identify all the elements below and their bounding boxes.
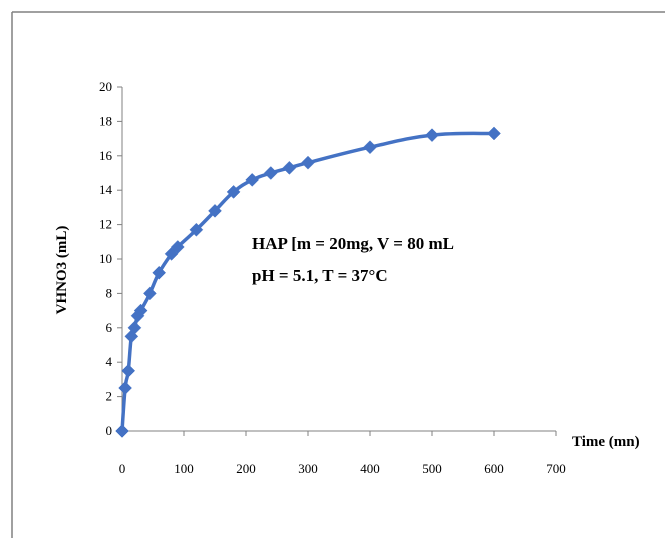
data-point-marker — [226, 185, 241, 199]
data-point-marker — [282, 160, 297, 175]
data-point-marker — [425, 128, 439, 143]
data-point-marker — [127, 320, 142, 335]
y-tick-label: 18 — [99, 113, 112, 128]
data-point-marker — [133, 303, 148, 318]
y-tick-label: 2 — [106, 389, 113, 404]
x-tick-label: 300 — [298, 461, 318, 476]
y-tick-label: 14 — [99, 182, 113, 197]
y-tick-label: 0 — [106, 423, 113, 438]
data-point-marker — [152, 265, 167, 280]
y-tick-label: 8 — [106, 285, 113, 300]
data-point-marker — [189, 222, 204, 237]
data-point-marker — [208, 203, 222, 218]
data-point-marker — [115, 424, 129, 438]
data-point-marker — [263, 166, 278, 180]
x-tick-label: 200 — [236, 461, 256, 476]
x-tick-label: 0 — [119, 461, 126, 476]
data-point-marker — [301, 155, 315, 170]
data-point-marker — [245, 173, 260, 187]
series-layer — [115, 126, 501, 438]
data-point-marker — [487, 126, 501, 141]
data-point-marker — [121, 363, 136, 378]
y-tick-label: 6 — [106, 320, 113, 335]
y-tick-label: 10 — [99, 251, 112, 266]
x-axis-title: Time (mn) — [572, 434, 640, 450]
x-tick-label: 400 — [360, 461, 380, 476]
y-tick-label: 12 — [99, 217, 112, 232]
data-point-marker — [363, 140, 377, 155]
data-point-marker — [143, 286, 157, 301]
data-point-marker — [170, 240, 185, 254]
y-tick-label: 20 — [99, 79, 112, 94]
x-tick-label: 700 — [546, 461, 566, 476]
y-axis-title: VHNO3 (mL) — [54, 226, 70, 315]
annotation-line-2: pH = 5.1, T = 37°C — [252, 266, 388, 285]
y-tick-label: 4 — [106, 354, 113, 369]
x-tick-label: 600 — [484, 461, 504, 476]
x-tick-label: 500 — [422, 461, 442, 476]
data-point-marker — [118, 381, 132, 395]
annotation-line-1: HAP [m = 20mg, V = 80 mL — [252, 234, 454, 253]
x-tick-label: 100 — [174, 461, 194, 476]
y-tick-label: 16 — [99, 148, 113, 163]
